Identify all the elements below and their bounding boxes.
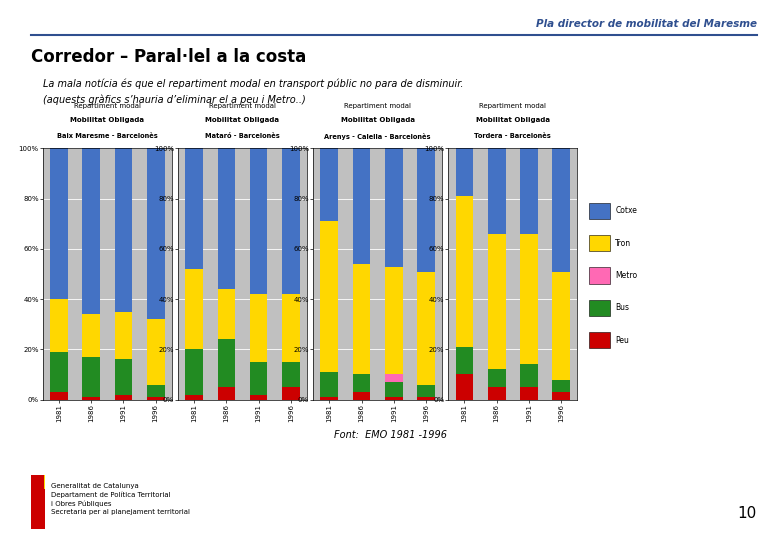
Text: Mobilitat Obligada: Mobilitat Obligada xyxy=(70,117,144,123)
Bar xyxy=(282,387,300,400)
Text: Mobilitat Obligada: Mobilitat Obligada xyxy=(476,117,550,123)
Bar xyxy=(147,319,165,384)
Bar xyxy=(321,148,339,221)
Bar xyxy=(353,148,370,264)
Bar xyxy=(456,347,473,375)
Text: Repartiment modal: Repartiment modal xyxy=(344,103,411,109)
Bar xyxy=(218,339,236,387)
Bar xyxy=(552,148,570,272)
Bar xyxy=(282,294,300,362)
Bar xyxy=(589,300,610,316)
Bar xyxy=(520,387,537,400)
Bar xyxy=(552,380,570,392)
Text: La mala notícia és que el repartiment modal en transport públic no para de dismi: La mala notícia és que el repartiment mo… xyxy=(43,78,463,89)
Text: Bus: Bus xyxy=(615,303,629,312)
Bar xyxy=(186,395,203,400)
Bar xyxy=(321,221,339,372)
Bar xyxy=(147,397,165,400)
Text: Arenys - Calella - Barcelonès: Arenys - Calella - Barcelonès xyxy=(324,133,431,140)
Text: Repartiment modal: Repartiment modal xyxy=(479,103,546,109)
Text: Tron: Tron xyxy=(615,239,632,247)
Bar xyxy=(83,357,100,397)
Bar xyxy=(31,475,45,489)
Bar xyxy=(186,148,203,269)
Bar xyxy=(31,489,45,502)
Text: (aquests gràfics s’hauria d’eliminar el a peu i Metro..): (aquests gràfics s’hauria d’eliminar el … xyxy=(43,94,306,105)
Bar xyxy=(385,375,402,382)
Bar xyxy=(250,148,268,294)
Bar xyxy=(147,384,165,397)
Bar xyxy=(250,294,268,362)
Bar xyxy=(353,392,370,400)
Bar xyxy=(147,148,165,319)
Text: Mataró - Barcelonès: Mataró - Barcelonès xyxy=(205,133,280,139)
Bar xyxy=(456,375,473,400)
Bar xyxy=(186,349,203,395)
Bar xyxy=(250,362,268,395)
Bar xyxy=(115,148,133,312)
Bar xyxy=(417,397,434,400)
Text: Repartiment modal: Repartiment modal xyxy=(74,103,141,109)
Bar xyxy=(282,362,300,387)
Bar xyxy=(385,382,402,397)
Bar xyxy=(385,397,402,400)
Bar xyxy=(282,148,300,294)
Bar xyxy=(250,395,268,400)
Bar xyxy=(186,269,203,349)
Bar xyxy=(115,360,133,395)
Text: Font:  EMO 1981 -1996: Font: EMO 1981 -1996 xyxy=(334,430,446,440)
Bar xyxy=(417,384,434,397)
Bar xyxy=(353,375,370,392)
Text: Corredor – Paral·lel a la costa: Corredor – Paral·lel a la costa xyxy=(31,48,307,66)
Bar xyxy=(218,387,236,400)
Text: Mobilitat Obligada: Mobilitat Obligada xyxy=(341,117,415,123)
Bar xyxy=(488,234,505,369)
Bar xyxy=(385,148,402,267)
Text: Baix Maresme - Barcelonès: Baix Maresme - Barcelonès xyxy=(57,133,158,139)
Bar xyxy=(488,369,505,387)
Text: Metro: Metro xyxy=(615,271,637,280)
Text: Pla director de mobilitat del Maresme: Pla director de mobilitat del Maresme xyxy=(536,19,757,29)
Text: Repartiment modal: Repartiment modal xyxy=(209,103,276,109)
Bar xyxy=(520,234,537,364)
Bar xyxy=(218,289,236,339)
Bar xyxy=(589,202,610,219)
Bar xyxy=(83,148,100,314)
Bar xyxy=(385,267,402,375)
Bar xyxy=(115,312,133,360)
Bar xyxy=(321,372,339,397)
Bar xyxy=(83,314,100,357)
Bar xyxy=(417,272,434,384)
Bar xyxy=(31,502,45,516)
Bar xyxy=(50,352,68,392)
Bar xyxy=(589,235,610,251)
Text: Generalitat de Catalunya
Departament de Política Territorial
i Obres Públiques
S: Generalitat de Catalunya Departament de … xyxy=(51,483,190,515)
Bar xyxy=(115,395,133,400)
Text: 10: 10 xyxy=(737,505,757,521)
Text: Peu: Peu xyxy=(615,336,629,345)
Bar xyxy=(552,392,570,400)
Bar xyxy=(321,397,339,400)
Bar xyxy=(417,148,434,272)
Bar xyxy=(31,516,45,529)
Bar xyxy=(552,272,570,380)
Bar xyxy=(50,299,68,352)
Bar xyxy=(488,387,505,400)
Bar xyxy=(50,392,68,400)
Bar xyxy=(218,148,236,289)
Bar xyxy=(50,148,68,299)
Bar xyxy=(520,364,537,387)
Text: Cotxe: Cotxe xyxy=(615,206,637,215)
Text: Tordera - Barcelonès: Tordera - Barcelonès xyxy=(474,133,551,139)
Text: Mobilitat Obligada: Mobilitat Obligada xyxy=(205,117,279,123)
Bar xyxy=(488,148,505,234)
Bar xyxy=(589,332,610,348)
Bar xyxy=(83,397,100,400)
Bar xyxy=(456,196,473,347)
Bar xyxy=(353,264,370,375)
Bar xyxy=(456,148,473,196)
Bar xyxy=(589,267,610,284)
Bar xyxy=(520,148,537,234)
